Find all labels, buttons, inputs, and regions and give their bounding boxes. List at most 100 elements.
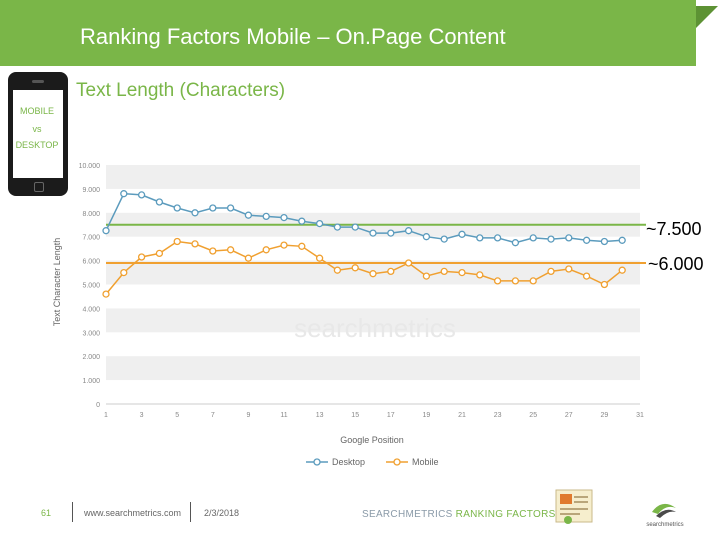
x-tick-label: 13 (316, 412, 324, 419)
title-bar (0, 0, 696, 66)
data-point-desktop (476, 234, 484, 242)
data-point-mobile (298, 242, 306, 250)
y-tick-label: 6.000 (82, 259, 100, 266)
data-point-mobile (404, 259, 413, 267)
footer-date: 2/3/2018 (204, 508, 240, 518)
data-point-mobile (333, 266, 342, 274)
y-tick-label: 3.000 (82, 330, 100, 337)
series-points (102, 190, 626, 298)
data-point-mobile (565, 265, 573, 273)
data-point-mobile (280, 241, 288, 249)
data-point-desktop (458, 230, 466, 238)
data-point-mobile (422, 272, 431, 280)
x-axis: 1 3 5 7 9 11 13 15 17 19 21 23 25 27 29 31 (104, 403, 644, 419)
data-point-desktop (351, 223, 359, 231)
data-point-desktop (155, 198, 164, 206)
data-point-mobile (511, 277, 520, 285)
data-point-mobile (369, 270, 377, 278)
data-point-mobile (493, 277, 502, 285)
title-bar-fold (696, 6, 718, 28)
x-tick-label: 3 (140, 412, 144, 419)
data-point-desktop (493, 234, 502, 242)
data-point-desktop (173, 204, 181, 212)
annotation-mobile-level: ~6.000 (648, 254, 704, 274)
data-point-mobile (387, 267, 395, 276)
data-point-desktop (387, 229, 395, 237)
data-point-mobile (191, 240, 199, 248)
x-axis-label: Google Position (340, 435, 404, 445)
x-tick-label: 27 (565, 412, 573, 419)
data-point-desktop (582, 236, 591, 244)
y-tick-label: 8.000 (82, 211, 100, 218)
data-point-desktop (565, 234, 573, 242)
data-point-mobile (226, 246, 235, 254)
y-axis: 0 1.000 2.000 3.000 4.000 5.000 6.000 7.000 8.00… (79, 163, 101, 409)
data-point-desktop (226, 204, 235, 212)
data-point-mobile (137, 253, 146, 261)
grid-band (106, 165, 640, 189)
y-tick-label: 9.000 (82, 187, 100, 194)
searchmetrics-logo: searchmetrics (640, 496, 690, 530)
footer-brand-part2: RANKING FACTORS 2014 (455, 509, 583, 520)
data-point-mobile (600, 280, 609, 289)
legend-marker-mobile (393, 458, 401, 466)
phone-screen (13, 90, 63, 178)
y-tick-label: 4.000 (82, 306, 100, 313)
legend-label-desktop: Desktop (332, 457, 365, 467)
footer-brand-part1: SEARCHMETRICS (362, 509, 453, 520)
phone-label-mobile: MOBILE (19, 106, 54, 116)
chart-bands (106, 165, 640, 381)
chart-watermark: searchmetrics (294, 313, 456, 343)
x-tick-label: 7 (211, 412, 215, 419)
data-point-desktop (422, 233, 431, 241)
data-point-desktop (333, 223, 342, 231)
data-point-mobile (529, 277, 537, 285)
data-point-desktop (529, 234, 537, 242)
y-tick-label: 0 (96, 402, 100, 409)
data-point-desktop (315, 219, 324, 228)
data-point-mobile (209, 247, 217, 255)
chart-subtitle: Text Length (Characters) (76, 80, 286, 101)
data-point-desktop (191, 209, 199, 217)
phone-label-desktop: DESKTOP (15, 140, 59, 150)
line-chart: searchmetrics 0 1.000 2.000 3.000 4.000 5.000… (52, 163, 646, 467)
data-point-mobile (244, 254, 253, 262)
y-tick-label: 7.000 (82, 235, 100, 242)
data-point-desktop (244, 211, 253, 219)
data-point-desktop (209, 204, 217, 212)
data-point-mobile (351, 264, 359, 272)
data-point-desktop (280, 213, 288, 222)
y-tick-label: 10.000 (79, 163, 101, 170)
data-point-desktop (369, 229, 377, 237)
data-point-desktop (262, 212, 270, 221)
x-tick-label: 25 (529, 412, 537, 419)
data-point-mobile (315, 254, 324, 262)
x-tick-label: 23 (494, 412, 502, 419)
data-point-mobile (458, 268, 466, 277)
data-point-desktop (618, 236, 626, 244)
x-tick-label: 29 (601, 412, 609, 419)
legend-label-mobile: Mobile (412, 457, 439, 467)
legend-marker-desktop (313, 458, 321, 466)
reference-lines (106, 223, 646, 264)
booklet-icon (555, 489, 593, 524)
y-tick-label: 2.000 (82, 354, 100, 361)
data-point-desktop (547, 235, 555, 243)
x-tick-label: 31 (636, 412, 644, 419)
data-point-desktop (298, 217, 306, 225)
data-point-mobile (120, 268, 128, 277)
footer-divider (72, 502, 73, 522)
x-tick-label: 5 (175, 412, 179, 419)
x-tick-label: 17 (387, 412, 395, 419)
x-tick-label: 9 (246, 412, 250, 419)
x-tick-label: 21 (458, 412, 466, 419)
grid-band (106, 308, 640, 333)
phone-icon (8, 72, 68, 196)
footer-url[interactable]: www.searchmetrics.com (84, 508, 182, 518)
grid-band (106, 356, 640, 381)
y-tick-label: 1.000 (82, 378, 100, 385)
phone-label-vs: vs (32, 124, 42, 134)
footer-divider (190, 502, 191, 522)
chart-legend: Desktop Mobile (306, 457, 439, 467)
x-tick-label: 19 (423, 412, 431, 419)
